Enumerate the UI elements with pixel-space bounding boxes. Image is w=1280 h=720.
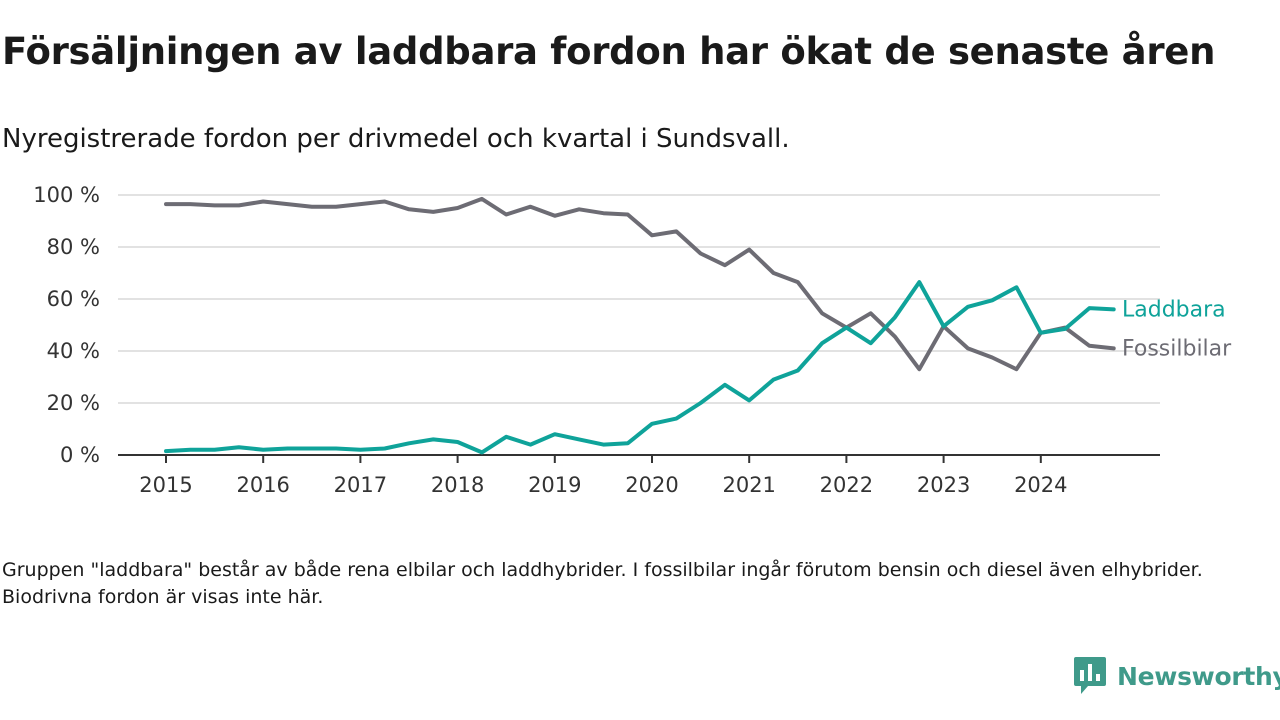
x-tick-label: 2019 xyxy=(528,473,581,497)
x-tick-label: 2024 xyxy=(1014,473,1067,497)
x-tick-label: 2021 xyxy=(722,473,775,497)
y-tick-label: 40 % xyxy=(47,339,100,363)
newsworthy-logo[interactable]: Newsworthy xyxy=(1073,656,1280,696)
x-tick-label: 2017 xyxy=(334,473,387,497)
series-line-laddbara xyxy=(164,280,1116,455)
x-tick-label: 2015 xyxy=(139,473,192,497)
chart-footnote: Gruppen "laddbara" består av både rena e… xyxy=(2,559,1203,608)
x-tick-label: 2020 xyxy=(625,473,678,497)
x-tick-label: 2016 xyxy=(236,473,289,497)
y-tick-label: 0 % xyxy=(60,443,100,467)
x-tick-label: 2023 xyxy=(917,473,970,497)
chart-subtitle: Nyregistrerade fordon per drivmedel och … xyxy=(2,124,790,154)
series-line-fossilbilar xyxy=(164,196,1116,372)
x-tick-label: 2018 xyxy=(431,473,484,497)
x-tick-label: 2022 xyxy=(820,473,873,497)
y-tick-label: 80 % xyxy=(47,235,100,259)
series-label-fossilbilar: Fossilbilar xyxy=(1122,336,1232,361)
y-tick-label: 100 % xyxy=(33,183,100,207)
brand-name: Newsworthy xyxy=(1117,661,1280,691)
chart-title: Försäljningen av laddbara fordon har öka… xyxy=(2,30,1216,73)
line-chart: 0 % 20 % 40 % 60 % 80 % 100 % 2015 2016 2017 2018… xyxy=(33,183,1232,497)
y-tick-label: 60 % xyxy=(47,287,100,311)
y-tick-label: 20 % xyxy=(47,391,100,415)
series-label-laddbara: Laddbara xyxy=(1122,297,1226,322)
newsworthy-logo-icon xyxy=(1074,657,1106,694)
